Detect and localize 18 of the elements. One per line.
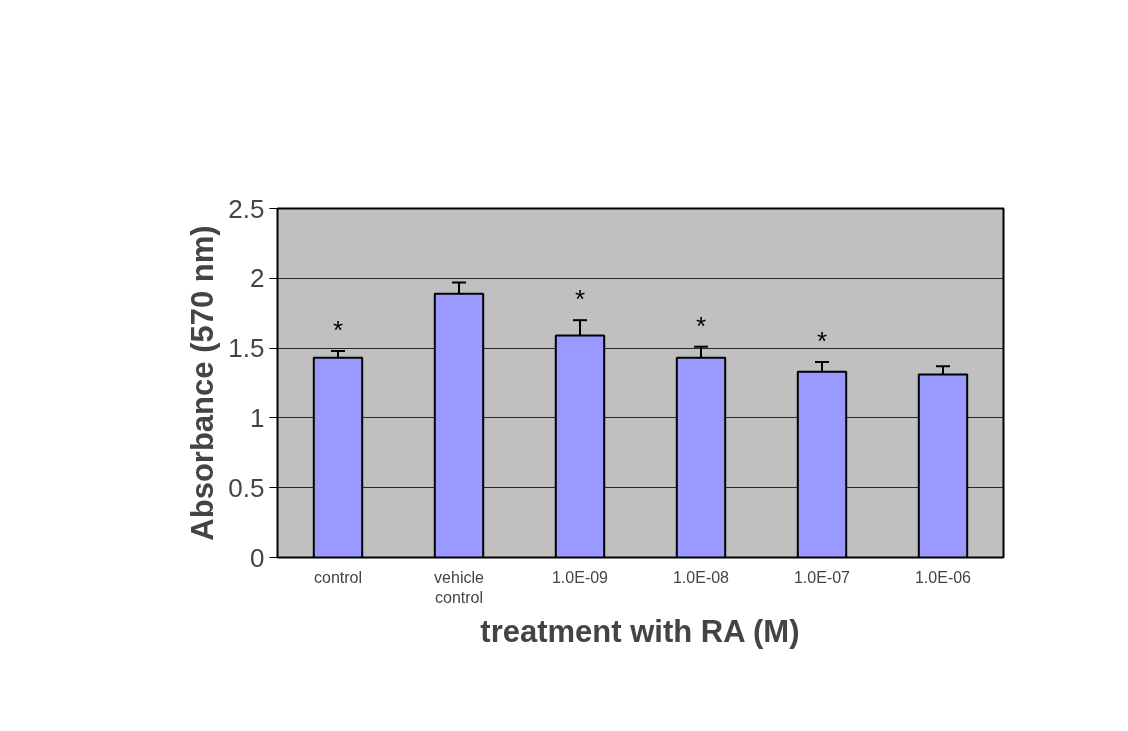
x-tick-label: control <box>313 568 363 586</box>
annotation: * <box>695 310 707 341</box>
y-tick-label: 2.5 <box>228 193 265 224</box>
y-tick-label: 1.5 <box>228 333 265 364</box>
y-axis-title: Absorbance (570 nm) <box>185 225 221 541</box>
y-tick-label: 0 <box>250 542 265 573</box>
y-tick-label: 0.5 <box>228 472 265 503</box>
annotation: * <box>332 314 344 345</box>
x-tick-label: 1.0E-08 <box>672 568 730 586</box>
x-tick-label: 1.0E-07 <box>793 568 851 586</box>
x-tick-label: vehicle control <box>434 568 484 606</box>
y-tick-label: 1 <box>250 402 265 433</box>
x-tick-label: 1.0E-06 <box>914 568 972 586</box>
y-tick-label: 2 <box>250 263 265 294</box>
annotation: * <box>574 284 586 315</box>
x-tick-label: 1.0E-09 <box>551 568 609 586</box>
x-axis-title: treatment with RA (M) <box>480 613 800 649</box>
annotation: * <box>816 326 828 357</box>
